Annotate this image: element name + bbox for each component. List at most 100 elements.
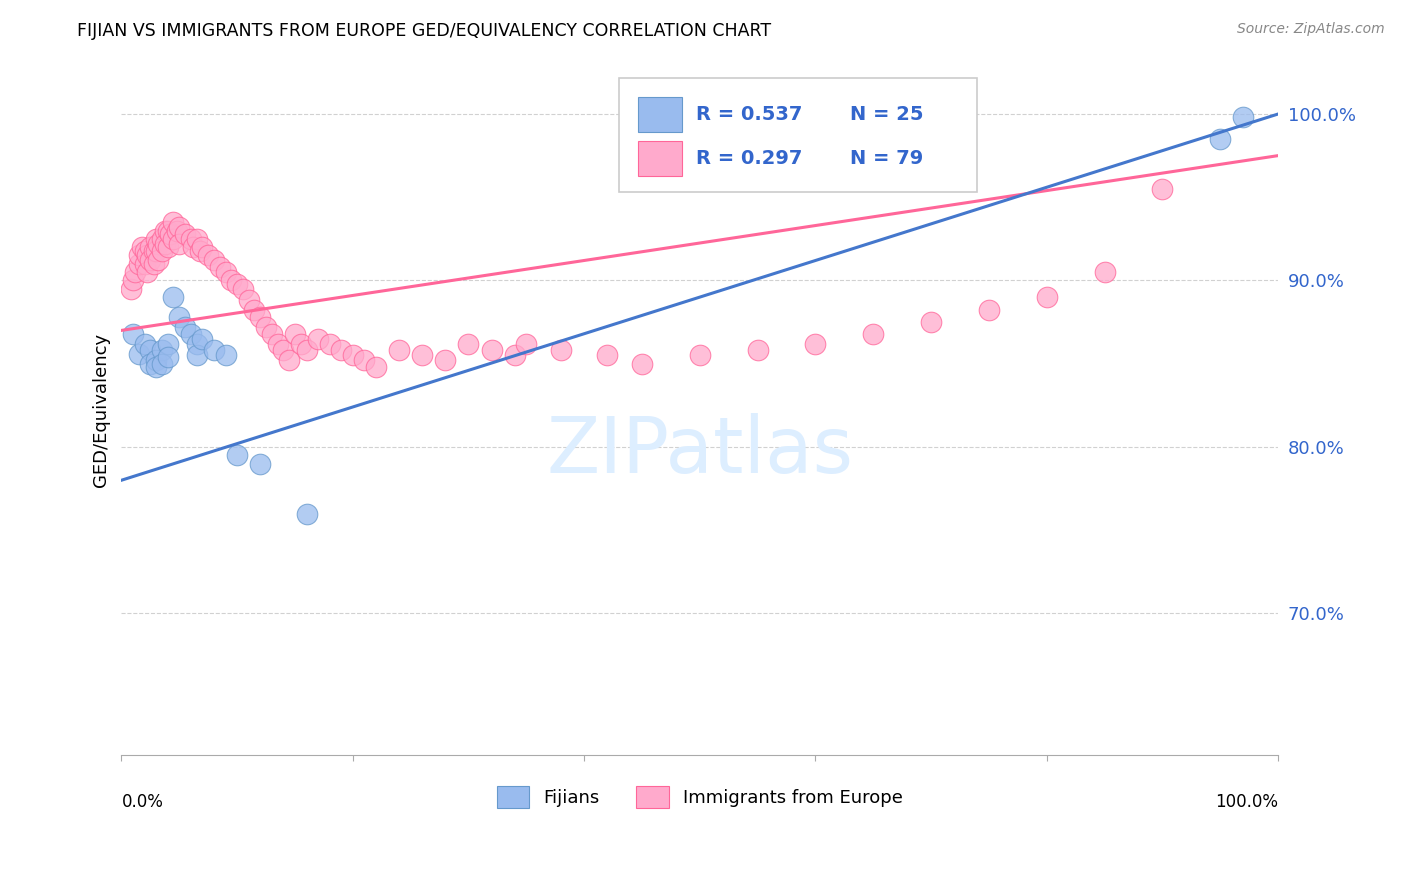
Point — [122, 273, 145, 287]
Point — [226, 448, 249, 462]
FancyBboxPatch shape — [619, 78, 977, 192]
Point — [145, 353, 167, 368]
Point — [139, 240, 162, 254]
Point — [1152, 182, 1174, 196]
Y-axis label: GED/Equivalency: GED/Equivalency — [93, 333, 110, 486]
Text: 100.0%: 100.0% — [1215, 793, 1278, 811]
Point — [166, 223, 188, 237]
Point — [550, 343, 572, 358]
Point — [208, 260, 231, 274]
Point — [156, 350, 179, 364]
Point — [124, 265, 146, 279]
FancyBboxPatch shape — [638, 97, 682, 132]
Point — [457, 336, 479, 351]
Point — [150, 343, 173, 358]
Point — [364, 359, 387, 374]
Point — [134, 257, 156, 271]
Point — [515, 336, 537, 351]
Point — [249, 457, 271, 471]
Point — [388, 343, 411, 358]
Point — [155, 236, 177, 251]
Point — [481, 343, 503, 358]
Point — [411, 348, 433, 362]
Point — [689, 348, 711, 362]
Point — [232, 282, 254, 296]
Point — [122, 326, 145, 341]
Point — [747, 343, 769, 358]
Point — [135, 248, 157, 262]
Point — [330, 343, 353, 358]
Text: ZIPatlas: ZIPatlas — [547, 413, 853, 489]
Point — [139, 343, 162, 358]
Point — [156, 223, 179, 237]
Text: 0.0%: 0.0% — [121, 793, 163, 811]
Point — [596, 348, 619, 362]
Point — [186, 336, 208, 351]
Legend: Fijians, Immigrants from Europe: Fijians, Immigrants from Europe — [489, 779, 910, 815]
Point — [155, 223, 177, 237]
Point — [197, 248, 219, 262]
Point — [278, 353, 301, 368]
Point — [214, 265, 236, 279]
Point — [148, 236, 170, 251]
Point — [156, 336, 179, 351]
Point — [131, 240, 153, 254]
Point — [295, 343, 318, 358]
Point — [139, 357, 162, 371]
Point — [150, 357, 173, 371]
Point — [134, 336, 156, 351]
Point — [162, 290, 184, 304]
Text: R = 0.297: R = 0.297 — [696, 149, 803, 169]
Point — [243, 303, 266, 318]
Point — [139, 253, 162, 268]
Point — [318, 336, 340, 351]
Point — [135, 265, 157, 279]
Point — [186, 348, 208, 362]
Point — [180, 232, 202, 246]
Point — [249, 310, 271, 324]
Point — [1094, 265, 1116, 279]
Point — [174, 227, 197, 241]
Point — [145, 359, 167, 374]
Point — [120, 282, 142, 296]
Point — [128, 257, 150, 271]
Point — [202, 343, 225, 358]
Point — [226, 277, 249, 291]
Point — [977, 303, 1000, 318]
Point — [202, 253, 225, 268]
Point — [260, 326, 283, 341]
Point — [273, 343, 295, 358]
Point — [169, 220, 191, 235]
Point — [214, 348, 236, 362]
Point — [503, 348, 526, 362]
Point — [284, 326, 307, 341]
Point — [920, 315, 942, 329]
Point — [290, 336, 312, 351]
Point — [307, 332, 329, 346]
Point — [188, 244, 211, 258]
Point — [186, 232, 208, 246]
Point — [238, 293, 260, 308]
Point — [150, 232, 173, 246]
Point — [128, 347, 150, 361]
Point — [150, 244, 173, 258]
Point — [134, 244, 156, 258]
Point — [142, 244, 165, 258]
Point — [159, 227, 181, 241]
Text: N = 79: N = 79 — [851, 149, 924, 169]
Point — [128, 248, 150, 262]
Point — [266, 336, 288, 351]
Point — [1209, 132, 1232, 146]
Text: Source: ZipAtlas.com: Source: ZipAtlas.com — [1237, 22, 1385, 37]
Point — [162, 215, 184, 229]
Point — [295, 507, 318, 521]
Point — [162, 232, 184, 246]
Point — [191, 332, 214, 346]
Point — [169, 310, 191, 324]
Point — [862, 326, 884, 341]
Point — [142, 257, 165, 271]
Point — [145, 232, 167, 246]
Point — [353, 353, 375, 368]
FancyBboxPatch shape — [638, 142, 682, 176]
Text: R = 0.537: R = 0.537 — [696, 105, 803, 124]
